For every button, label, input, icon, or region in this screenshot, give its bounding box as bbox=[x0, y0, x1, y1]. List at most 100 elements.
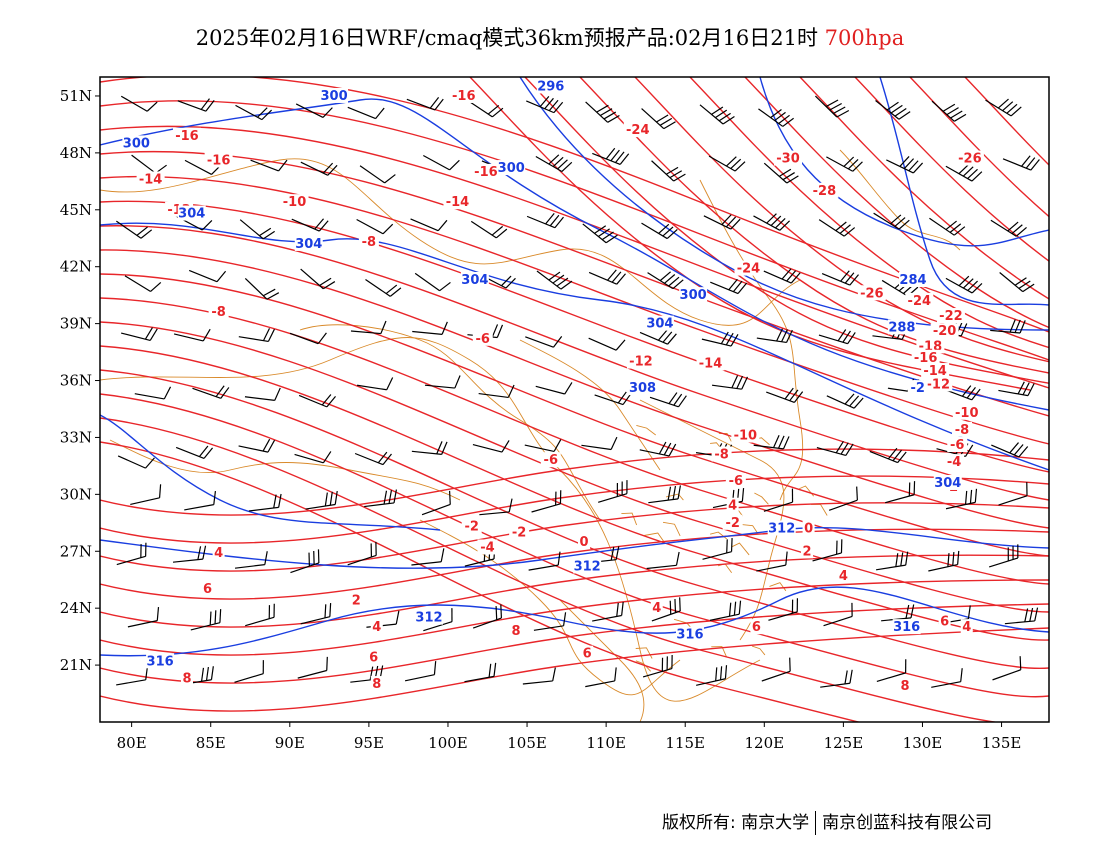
temperature-contour bbox=[100, 273, 1049, 557]
wind-barb bbox=[347, 541, 377, 566]
temperature-contour-label: -14 bbox=[699, 356, 723, 371]
temperature-contour-label: 2 bbox=[802, 544, 811, 559]
wind-barb bbox=[1004, 607, 1039, 625]
wind-barb bbox=[826, 156, 863, 172]
geopotential-contour-label: 316 bbox=[676, 628, 703, 643]
wind-barb bbox=[290, 549, 320, 574]
geopotential-contour-label: 296 bbox=[537, 79, 564, 94]
wind-barb bbox=[173, 328, 211, 342]
geopotential-contour-label: 300 bbox=[680, 288, 707, 303]
wind-barb bbox=[120, 95, 158, 112]
lat-tick-label: 27N bbox=[60, 542, 92, 560]
wind-barb bbox=[641, 222, 678, 240]
contour-label-bg bbox=[955, 150, 984, 166]
contour-label-bg bbox=[936, 308, 965, 324]
wind-barb bbox=[238, 438, 276, 453]
wind-barb bbox=[646, 551, 680, 570]
temperature-contour bbox=[524, 77, 1049, 385]
contour-label-bg bbox=[857, 285, 886, 301]
wind-barb bbox=[766, 387, 804, 403]
wind-barb bbox=[234, 660, 264, 683]
wind-barb bbox=[818, 219, 856, 237]
lat-tick-label: 51N bbox=[60, 87, 92, 105]
wind-barb bbox=[354, 451, 392, 466]
lon-tick-label: 105E bbox=[507, 734, 547, 752]
geopotential-contour-label: 304 bbox=[295, 237, 322, 252]
temperature-contour-label: -10 bbox=[734, 429, 758, 444]
lon-tick-label: 110E bbox=[586, 734, 626, 752]
temperature-contour-label: 8 bbox=[901, 679, 910, 694]
wind-barb bbox=[581, 436, 618, 451]
lat-tick-label: 30N bbox=[60, 485, 92, 503]
contour-label-bg bbox=[320, 87, 349, 103]
geopotential-contour bbox=[100, 414, 441, 531]
temperature-contour-label: 6 bbox=[369, 651, 378, 666]
wind-barb bbox=[364, 489, 397, 508]
temperature-contour-label: -4 bbox=[947, 455, 961, 470]
wind-barb bbox=[248, 493, 282, 512]
wind-barb bbox=[245, 603, 275, 627]
contour-label-bg bbox=[767, 520, 796, 536]
wind-barb bbox=[305, 490, 338, 510]
wind-barb bbox=[711, 375, 749, 390]
geopotential-contour-label: 300 bbox=[123, 136, 150, 151]
wind-barb bbox=[642, 654, 673, 678]
boundary-line bbox=[559, 599, 645, 722]
wind-barb bbox=[945, 163, 983, 182]
wind-barb bbox=[188, 269, 227, 283]
temperature-contour bbox=[100, 448, 1049, 516]
wind-barb bbox=[598, 480, 628, 503]
geopotential-contour-label: 304 bbox=[461, 273, 488, 288]
geopotential-contour-label: 312 bbox=[768, 522, 795, 537]
temperature-contour-label: 6 bbox=[203, 582, 212, 597]
wind-barb bbox=[404, 661, 437, 682]
geopotential-contour bbox=[879, 77, 1049, 306]
boundary-line bbox=[100, 158, 801, 326]
temperature-contour-label: -16 bbox=[207, 153, 231, 168]
wind-barb bbox=[410, 218, 448, 232]
contour-label-bg bbox=[350, 592, 363, 608]
wind-barb bbox=[876, 659, 907, 683]
wind-barb bbox=[528, 551, 561, 571]
wind-barb bbox=[421, 490, 451, 516]
wind-barb bbox=[244, 277, 280, 300]
wind-barb bbox=[592, 601, 624, 622]
wind-barb bbox=[130, 484, 162, 506]
contour-label-bg bbox=[734, 260, 763, 276]
contour-label-bg bbox=[960, 619, 973, 635]
contour-label-bg bbox=[172, 127, 201, 143]
temperature-contour bbox=[100, 393, 1049, 698]
lat-tick-label: 39N bbox=[60, 315, 92, 333]
contour-label-bg bbox=[944, 454, 965, 470]
coastline-detail bbox=[811, 503, 828, 516]
wind-barb bbox=[928, 550, 960, 572]
wind-barb bbox=[526, 95, 564, 114]
contour-label-bg bbox=[370, 619, 383, 635]
boundary-line bbox=[699, 179, 804, 501]
wind-barb bbox=[192, 385, 230, 399]
geopotential-contour-label: 304 bbox=[178, 207, 205, 222]
contour-label-bg bbox=[711, 446, 732, 462]
wind-barb bbox=[115, 220, 153, 239]
contour-label-bg bbox=[801, 543, 814, 559]
contour-label-bg bbox=[460, 271, 489, 287]
boundary-line bbox=[100, 337, 761, 702]
wind-barb bbox=[648, 485, 681, 504]
contour-label-bg bbox=[952, 404, 981, 420]
coastline-detail bbox=[636, 425, 656, 436]
wind-barb bbox=[535, 382, 573, 395]
wind-barb bbox=[411, 441, 448, 455]
wind-barb bbox=[297, 656, 328, 679]
wind-barb bbox=[639, 329, 677, 345]
wind-barb bbox=[356, 377, 394, 391]
coastline-detail bbox=[662, 521, 681, 537]
footer-divider bbox=[815, 811, 817, 835]
geopotential-contour bbox=[100, 98, 1049, 411]
wind-barb bbox=[525, 336, 563, 348]
contour-label-bg bbox=[892, 619, 921, 635]
wind-barb bbox=[295, 103, 333, 118]
wind-barb bbox=[172, 545, 207, 563]
geopotential-contour-label: 316 bbox=[893, 620, 920, 635]
temperature-contour bbox=[100, 225, 1049, 501]
coastline-detail bbox=[621, 512, 638, 526]
